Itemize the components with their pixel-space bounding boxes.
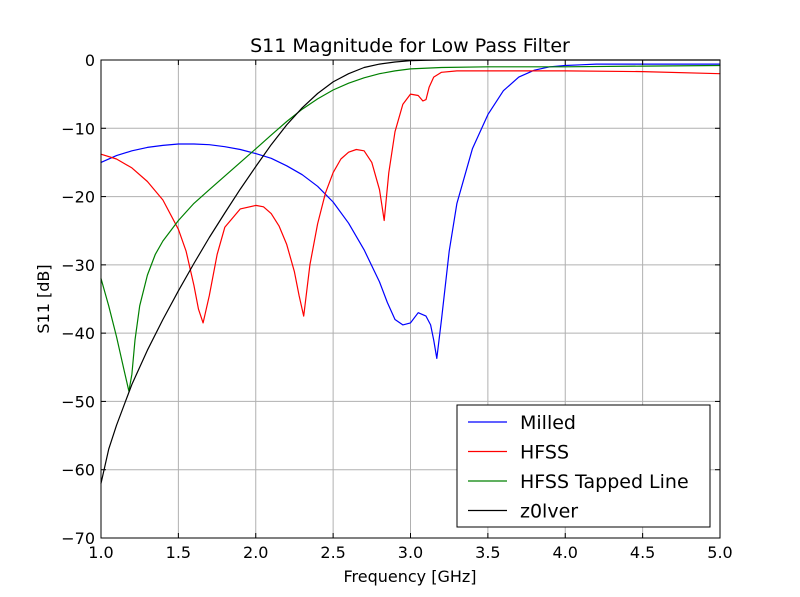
x-tick-label: 3.0 xyxy=(398,543,423,562)
chart-title: S11 Magnitude for Low Pass Filter xyxy=(250,35,570,57)
y-tick-label: −60 xyxy=(61,461,95,480)
y-tick-label: 0 xyxy=(85,51,95,70)
legend-label: Milled xyxy=(520,412,576,434)
x-tick-label: 3.5 xyxy=(475,543,500,562)
x-tick-label: 4.5 xyxy=(630,543,655,562)
legend-box xyxy=(456,404,711,528)
y-tick-label: −40 xyxy=(61,324,95,343)
x-tick-label: 2.5 xyxy=(320,543,345,562)
x-tick-label: 2.0 xyxy=(243,543,268,562)
series-line-hfss-tapped-line xyxy=(100,64,721,392)
y-tick-label: −70 xyxy=(61,529,95,548)
y-tick-label: −50 xyxy=(61,392,95,411)
series-line-hfss xyxy=(100,70,721,324)
x-tick-label: 4.0 xyxy=(553,543,578,562)
x-axis-title: Frequency [GHz] xyxy=(343,567,476,586)
y-tick-label: −10 xyxy=(61,119,95,138)
legend: Milled HFSS HFSS Tapped Line z0lver xyxy=(456,404,711,528)
legend-label: HFSS Tapped Line xyxy=(520,471,689,493)
legend-label: HFSS xyxy=(520,442,569,464)
series-line-milled xyxy=(100,63,721,359)
y-tick-label: −20 xyxy=(61,188,95,207)
legend-label: z0lver xyxy=(520,501,578,523)
x-tick-label: 5.0 xyxy=(707,543,732,562)
x-tick-label: 1.0 xyxy=(88,543,113,562)
y-tick-label: −30 xyxy=(61,256,95,275)
x-tick-label: 1.5 xyxy=(166,543,191,562)
y-axis-title: S11 [dB] xyxy=(34,264,53,333)
axis-ticks: 1.0 1.5 2.0 2.5 3.0 3.5 4.0 4.5 5.0 0 −10 −20 −30 −40… xyxy=(61,51,732,562)
